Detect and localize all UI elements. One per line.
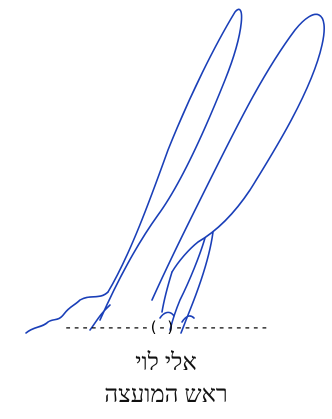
signer-title: ראש המועצה: [104, 382, 228, 408]
signature-line: ----------(-)-----------: [63, 318, 269, 336]
signer-name: אלי לוי: [135, 350, 197, 376]
